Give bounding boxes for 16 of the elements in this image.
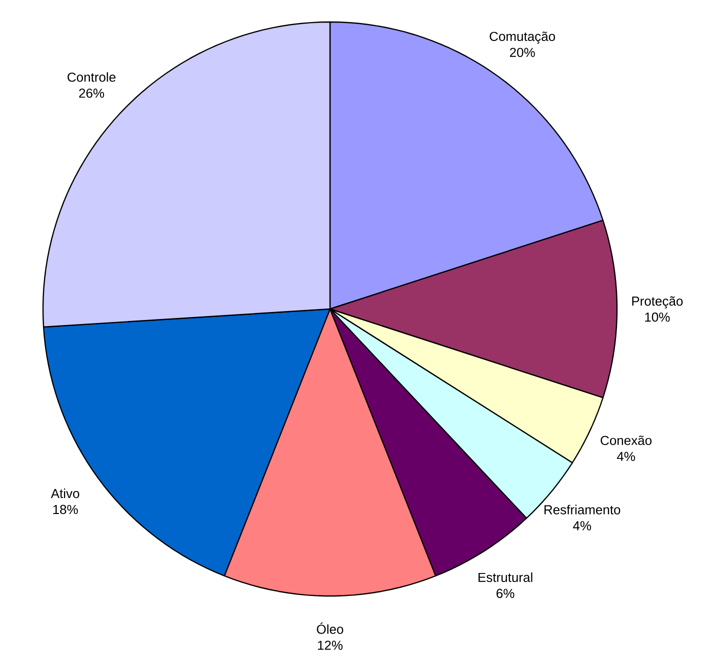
slice-label: Comutação bbox=[490, 32, 556, 44]
slice-label: Resfriamento bbox=[544, 504, 620, 514]
data-label: 4% bbox=[573, 521, 592, 530]
slice-label: Ativo bbox=[50, 488, 80, 498]
data-label: 4% bbox=[616, 452, 635, 462]
data-label: 20% bbox=[510, 48, 535, 58]
data-label: 12% bbox=[318, 640, 343, 650]
slice-label: Controle bbox=[68, 72, 116, 82]
data-label: 18% bbox=[53, 504, 78, 514]
slice-label: Proteção bbox=[632, 296, 683, 308]
slice-label: Óleo bbox=[316, 622, 344, 634]
slice-label: Estrutural bbox=[478, 572, 532, 582]
data-label: 6% bbox=[496, 588, 514, 598]
slice-label: Conexão bbox=[600, 436, 652, 446]
data-label: 10% bbox=[645, 312, 670, 322]
data-label: 26% bbox=[79, 88, 104, 98]
